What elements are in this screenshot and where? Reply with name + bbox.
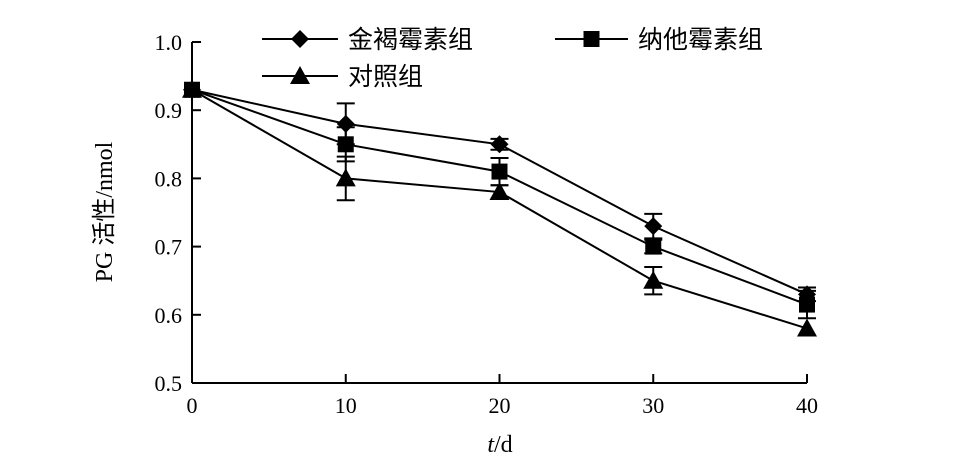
data-point (489, 182, 510, 201)
y-tick-label: 0.9 (155, 98, 183, 123)
x-axis-title-rest: /d (494, 432, 513, 458)
x-tick-label: 0 (187, 393, 198, 418)
data-point (799, 296, 815, 313)
data-point (490, 135, 509, 154)
legend-label: 金褐霉素组 (348, 25, 473, 54)
data-point (643, 270, 664, 289)
legend-item: 纳他霉素组 (555, 25, 763, 54)
legend-marker (583, 31, 600, 47)
data-point (182, 79, 202, 98)
y-axis-title: PG 活性/nmol (91, 141, 118, 282)
data-point (336, 114, 355, 133)
data-point (645, 238, 662, 255)
legend-label: 纳他霉素组 (638, 25, 763, 54)
data-point (337, 136, 354, 153)
series-triangle (182, 79, 817, 337)
x-tick-label: 10 (335, 393, 357, 418)
legend-marker (291, 30, 309, 48)
y-tick-label: 0.8 (155, 166, 183, 191)
legend-item: 对照组 (262, 62, 423, 91)
data-point (491, 163, 508, 180)
legend-marker (290, 66, 310, 84)
data-point (797, 318, 817, 337)
series-layer (182, 79, 817, 337)
y-tick-label: 0.7 (155, 235, 183, 260)
x-axis-title-italic: t (487, 432, 495, 458)
x-tick-label: 30 (642, 393, 664, 418)
data-point (335, 168, 356, 187)
series-diamond (183, 80, 816, 304)
series-line (191, 88, 808, 330)
x-tick-label: 20 (489, 393, 511, 418)
legend-item: 金褐霉素组 (262, 25, 473, 54)
y-tick-label: 0.6 (155, 303, 183, 328)
y-tick-label: 0.5 (155, 371, 183, 396)
x-tick-label: 40 (796, 393, 818, 418)
legend-label: 对照组 (348, 62, 423, 91)
data-point (644, 217, 663, 236)
y-tick-label: 1.0 (155, 30, 183, 55)
axes: 0.5 0.6 0.7 0.8 0.9 1.0 0 10 20 30 40 (155, 30, 819, 418)
x-axis-title: t/d (487, 432, 512, 458)
